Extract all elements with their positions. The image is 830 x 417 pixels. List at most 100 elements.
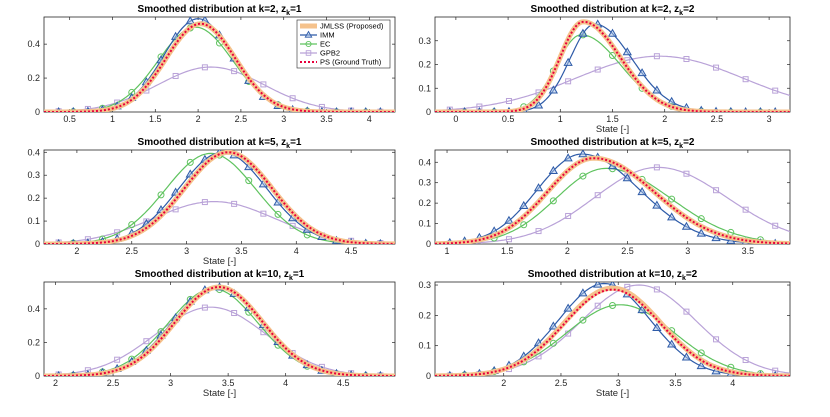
x-tick-label: 2.5 xyxy=(711,114,724,124)
x-tick-label: 2 xyxy=(662,114,667,124)
point-imm xyxy=(652,322,662,332)
axes-box xyxy=(43,149,396,245)
y-tick-label: 0.4 xyxy=(27,147,40,157)
legend-label: EC xyxy=(320,40,331,49)
point-gpb2 xyxy=(713,336,720,343)
chart-title: Smoothed distribution at k=5, zk=2 xyxy=(531,137,695,150)
plot-area xyxy=(435,19,790,112)
x-tick-label: 3.5 xyxy=(669,378,682,388)
point-gpb2 xyxy=(289,95,296,102)
x-tick-label: 1 xyxy=(110,114,115,124)
legend-label: GPB2 xyxy=(320,49,340,58)
x-tick-label: 2.5 xyxy=(107,378,120,388)
axes-box xyxy=(434,281,791,377)
point-gpb2 xyxy=(594,66,601,73)
y-tick-label: 0.2 xyxy=(27,337,40,347)
chart-panel-5: 2 2.5 3 3.5 4 4.5 0 0.2 0.4 Smoothed distribution… xyxy=(27,269,396,399)
x-tick-label: 4 xyxy=(283,378,288,388)
y-tick-label: 0.1 xyxy=(27,216,40,226)
y-tick-label: 0.2 xyxy=(418,310,431,320)
y-tick-label: 0.3 xyxy=(418,178,431,188)
series-line-ps xyxy=(44,22,395,112)
point-imm xyxy=(578,288,588,297)
x-tick-label: 3 xyxy=(281,114,286,124)
x-axis-label: State [-] xyxy=(596,124,629,135)
y-tick-label: 0.4 xyxy=(27,39,40,49)
y-tick-label: 0 xyxy=(35,107,40,117)
point-gpb2 xyxy=(594,302,601,309)
series-line-ps xyxy=(435,157,790,244)
point-gpb2 xyxy=(172,206,179,213)
chart-panel-3: 2 2.5 3 3.5 4 4.5 0 0.1 0.2 0.3 0.4 Smoothed distri… xyxy=(27,137,396,267)
plot-area xyxy=(44,17,395,112)
point-ec xyxy=(549,197,557,205)
point-gpb2 xyxy=(565,212,572,219)
x-tick-label: 2 xyxy=(501,378,506,388)
x-tick-label: 1 xyxy=(445,246,450,256)
point-imm xyxy=(652,85,662,94)
point-gpb2 xyxy=(260,81,267,88)
point-gpb2 xyxy=(201,304,208,311)
point-gpb2 xyxy=(594,192,601,199)
x-tick-label: 3 xyxy=(616,378,621,388)
point-imm xyxy=(548,85,558,94)
point-gpb2 xyxy=(143,338,150,345)
y-tick-label: 0.1 xyxy=(418,341,431,351)
point-gpb2 xyxy=(653,164,660,171)
x-tick-label: 4 xyxy=(367,114,372,124)
series-ps xyxy=(44,286,395,376)
point-ec xyxy=(549,339,557,347)
point-imm xyxy=(667,339,677,348)
point-imm xyxy=(504,215,514,224)
y-tick-label: 0.2 xyxy=(418,60,431,70)
point-gpb2 xyxy=(742,206,749,213)
point-gpb2 xyxy=(505,236,512,243)
point-imm xyxy=(681,221,692,230)
point-ec xyxy=(157,191,165,199)
plot-area xyxy=(44,150,395,244)
point-imm xyxy=(578,150,588,158)
legend-item-imm: IMM xyxy=(300,30,335,40)
x-tick-label: 4.5 xyxy=(337,378,350,388)
y-tick-label: 0.3 xyxy=(418,36,431,46)
chart-panel-2: 0 0.5 1 1.5 2 2.5 3 0 0.1 0.2 0.3 Smoothed distribu… xyxy=(418,4,791,135)
x-tick-label: 1.5 xyxy=(606,114,619,124)
point-imm xyxy=(185,17,195,25)
point-ec xyxy=(697,215,705,223)
chart-title: Smoothed distribution at k=10, zk=1 xyxy=(135,269,305,282)
point-gpb2 xyxy=(231,310,238,317)
series-line-ps xyxy=(44,286,395,376)
point-ec xyxy=(274,210,282,218)
point-ec xyxy=(186,158,194,166)
point-gpb2 xyxy=(172,72,179,79)
x-tick-label: 2.5 xyxy=(235,114,248,124)
point-gpb2 xyxy=(535,228,542,235)
point-gpb2 xyxy=(289,222,296,229)
point-gpb2 xyxy=(683,308,690,315)
x-tick-label: 1.5 xyxy=(501,246,514,256)
point-imm xyxy=(563,303,573,312)
plot-area xyxy=(435,150,790,244)
x-tick-label: 2 xyxy=(53,378,58,388)
point-gpb2 xyxy=(201,199,208,206)
point-imm xyxy=(681,352,692,361)
y-tick-label: 0.1 xyxy=(418,83,431,93)
series-ps xyxy=(435,20,790,112)
point-imm xyxy=(622,47,632,56)
point-ec xyxy=(520,221,528,229)
legend-item-jmlss: JMLSS (Proposed) xyxy=(300,22,384,31)
point-gpb2 xyxy=(713,187,720,194)
y-tick-label: 0 xyxy=(426,371,431,381)
point-imm xyxy=(696,228,706,237)
point-gpb2 xyxy=(653,286,660,293)
x-tick-label: 3.5 xyxy=(320,114,333,124)
legend-label: JMLSS (Proposed) xyxy=(320,22,384,31)
point-gpb2 xyxy=(231,200,238,207)
point-imm xyxy=(578,28,588,37)
x-tick-label: 0.5 xyxy=(63,114,76,124)
legend-item-gpb2: GPB2 xyxy=(300,49,340,58)
point-imm xyxy=(607,28,618,37)
point-imm xyxy=(637,304,647,314)
